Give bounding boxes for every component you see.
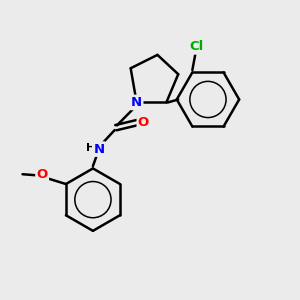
Text: O: O	[37, 168, 48, 181]
Text: H: H	[86, 143, 95, 153]
Text: Cl: Cl	[190, 40, 204, 53]
Text: N: N	[93, 142, 104, 156]
Text: N: N	[131, 96, 142, 109]
Text: O: O	[138, 116, 149, 129]
